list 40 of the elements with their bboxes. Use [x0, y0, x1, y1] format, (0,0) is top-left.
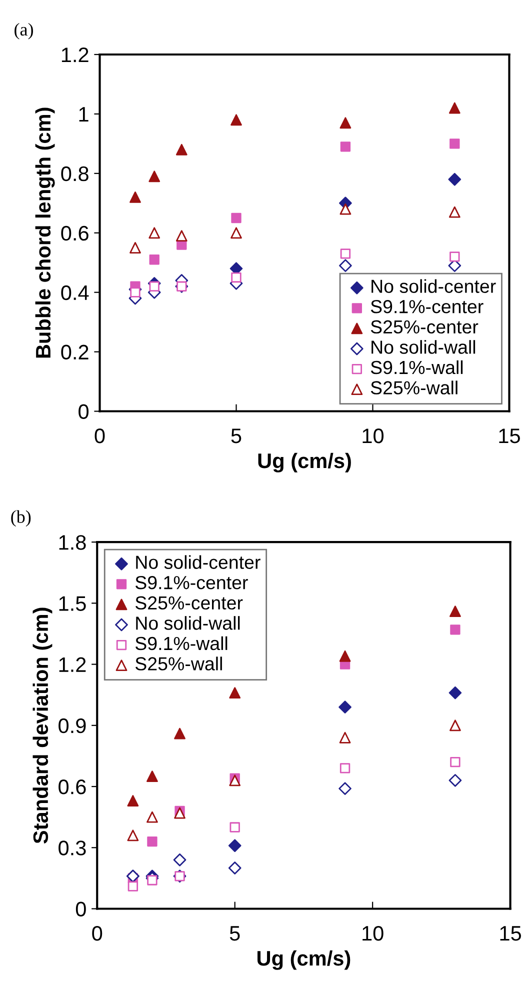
chart-title: (b): [11, 510, 31, 527]
legend-label: S25%-wall: [370, 380, 458, 394]
x-tick-label: 10: [362, 428, 384, 444]
legend-label: S25%-center: [135, 596, 243, 610]
legend-label: No solid-wall: [372, 340, 476, 354]
legend-label: S25%-wall: [135, 656, 222, 670]
y-tick-label: 0: [78, 404, 89, 420]
y-tick-label: 1.5: [59, 596, 86, 611]
x-tick-label: 5: [230, 926, 240, 941]
legend-label: No solid-center: [372, 279, 496, 293]
legend-label: S25%-center: [370, 320, 478, 334]
y-tick-label: 0.6: [58, 780, 86, 794]
x-tick-label: 5: [231, 428, 242, 444]
legend-label: No solid-wall: [136, 616, 240, 630]
y-tick-label: 0.6: [61, 226, 88, 241]
x-tick-label: 0: [94, 428, 105, 444]
y-tick-label: 0.9: [58, 718, 86, 734]
y-tick-label: 1.2: [59, 657, 86, 672]
legend-label: S9.1%-wall: [370, 360, 463, 374]
y-tick-label: 0: [76, 902, 86, 916]
y-tick-label: 0.8: [61, 166, 88, 182]
x-tick-label: 15: [499, 428, 520, 444]
y-tick-label: 1.8: [59, 535, 86, 550]
y-tick-label: 0.2: [61, 344, 88, 360]
y-tick-label: 1.2: [62, 48, 88, 62]
x-axis-title: Ug (cm/s): [258, 950, 350, 970]
x-tick-label: 0: [92, 926, 102, 941]
y-tick-label: 1: [79, 107, 88, 122]
legend-label: S9.1%-center: [370, 300, 484, 314]
legend-label: S9.1%-center: [135, 576, 248, 590]
chart-title: (a): [14, 22, 33, 40]
x-tick-label: 15: [500, 926, 522, 941]
y-axis-title: Standard deviation (cm): [32, 608, 52, 844]
y-tick-label: 0.4: [61, 285, 89, 300]
legend-label: No solid-center: [136, 555, 260, 569]
x-tick-label: 10: [362, 926, 384, 941]
x-axis-title: Ug (cm/s): [258, 452, 351, 472]
y-tick-label: 0.3: [58, 840, 86, 856]
y-axis-title: Bubble chord length (cm): [35, 108, 55, 358]
legend-label: S9.1%-wall: [135, 636, 228, 650]
